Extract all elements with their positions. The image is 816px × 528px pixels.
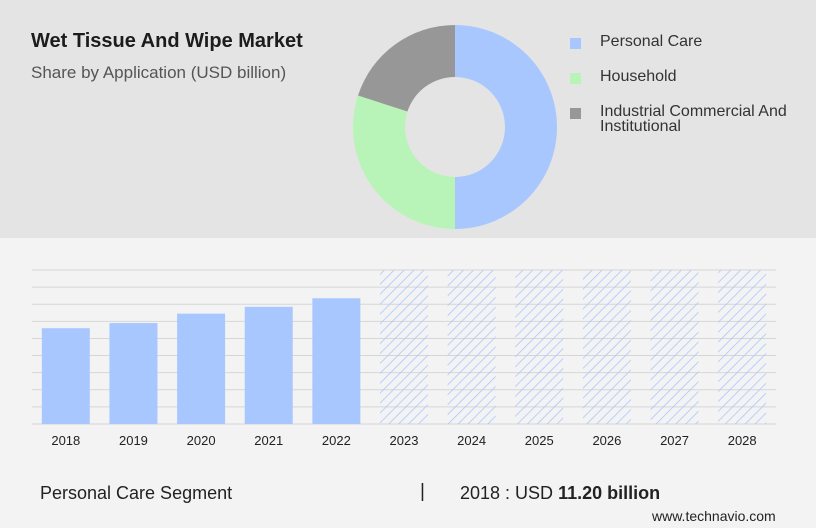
x-tick-label: 2024	[457, 433, 486, 448]
legend-item-personal-care: Personal Care	[570, 33, 810, 50]
x-tick-label: 2027	[660, 433, 689, 448]
bar-2019	[109, 323, 158, 424]
bar-chart: 2018 2019 2020 2021 2022 2023 2024 2025 2026 2027…	[32, 269, 776, 448]
x-tick-label: 2023	[390, 433, 419, 448]
forecast-bar-2025	[515, 270, 564, 424]
bar-2020	[177, 313, 226, 424]
x-tick-label: 2026	[592, 433, 621, 448]
x-tick-label: 2028	[728, 433, 757, 448]
forecast-bar-2027	[650, 270, 699, 424]
forecast-bar-2024	[447, 270, 496, 424]
donut-slice-industrial-commercial-and-institutional	[357, 25, 455, 112]
legend-swatch	[570, 108, 581, 119]
segment-value-amount: 11.20 billion	[558, 483, 661, 503]
segment-value-prefix: 2018 : USD	[460, 483, 554, 503]
legend-item-industrial-commercial-and-institutional: Industrial Commercial And Institutional	[570, 103, 810, 135]
bar-2018	[41, 328, 90, 424]
x-tick-label: 2022	[322, 433, 351, 448]
bar-2021	[244, 306, 293, 424]
x-tick-label: 2018	[51, 433, 80, 448]
bar-2022	[312, 298, 361, 424]
x-tick-label: 2021	[254, 433, 283, 448]
legend-label: Industrial Commercial And Institutional	[600, 103, 787, 135]
source-watermark: www.technavio.com	[652, 508, 776, 524]
legend-swatch	[570, 73, 581, 84]
donut-chart	[353, 25, 557, 229]
forecast-bar-2028	[718, 270, 767, 424]
chart-subtitle: Share by Application (USD billion)	[31, 63, 287, 82]
segment-label: Personal Care Segment	[40, 483, 233, 503]
donut-legend: Personal Care Household Industrial Commerc…	[570, 34, 810, 154]
x-tick-label: 2020	[187, 433, 216, 448]
chart-title: Wet Tissue And Wipe Market	[31, 30, 303, 52]
segment-value: 2018 : USD 11.20 billion	[460, 483, 660, 504]
forecast-bar-2026	[582, 270, 631, 424]
legend-label: Personal Care	[600, 33, 703, 50]
legend-label: Household	[600, 68, 677, 85]
forecast-bar-2023	[380, 270, 428, 424]
donut-slice-household	[353, 95, 455, 229]
x-tick-label: 2025	[525, 433, 554, 448]
footer-separator: |	[420, 481, 425, 502]
legend-item-household: Household	[570, 68, 810, 85]
legend-swatch	[570, 38, 581, 49]
x-tick-label: 2019	[119, 433, 148, 448]
donut-slice-personal-care	[455, 25, 557, 229]
